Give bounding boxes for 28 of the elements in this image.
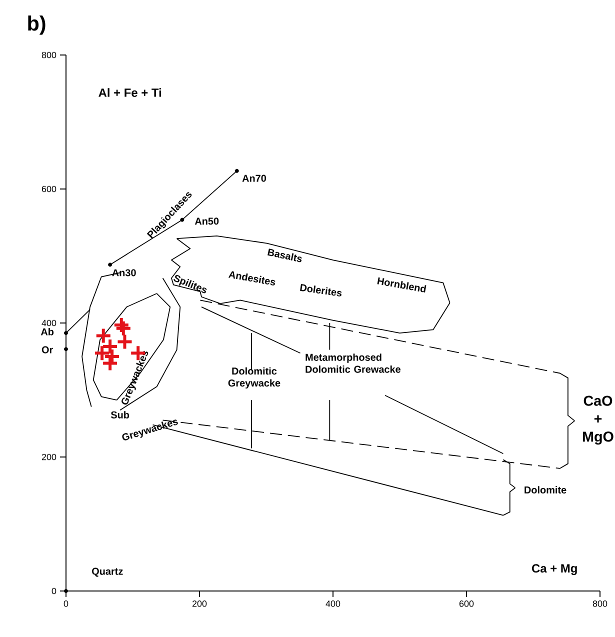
x-tick-label: 600 — [459, 600, 474, 607]
y-tick-label: 400 — [42, 320, 56, 326]
annotation: Andesites — [228, 271, 276, 286]
y-tick-label: 600 — [42, 186, 56, 192]
chart-title: b) — [28, 16, 46, 35]
y-tick-label: 800 — [42, 52, 56, 58]
x-axis-title: Ca + Mg — [532, 564, 577, 575]
x-tick-label: 0 — [64, 600, 68, 607]
y-tick-label: 0 — [52, 588, 56, 594]
annotation: CaO + MgO — [583, 396, 614, 445]
annotation: Hornblend — [377, 277, 426, 293]
y-tick-label: 200 — [42, 454, 56, 460]
annotation: Dolerites — [300, 284, 342, 296]
annotation: Basalts — [268, 248, 302, 262]
annotation: Dolomitic Greywacke — [228, 367, 280, 389]
x-tick-label: 200 — [192, 600, 207, 607]
annotation: An50 — [194, 218, 219, 225]
annotation: Sub — [110, 411, 130, 418]
annotation: Quartz — [92, 568, 123, 577]
x-tick-label: 400 — [326, 600, 340, 607]
annotation: Dolomite — [524, 486, 566, 494]
annotation: An70 — [242, 174, 266, 182]
y-axis-title: Al + Fe + Ti — [98, 88, 162, 97]
text: Ab — [40, 328, 54, 336]
annotation: Metamorphosed Dolomitic Grewacke — [306, 354, 400, 373]
x-tick-label: 800 — [592, 600, 608, 607]
annotation: An30 — [112, 269, 136, 276]
text: Or — [42, 346, 53, 354]
